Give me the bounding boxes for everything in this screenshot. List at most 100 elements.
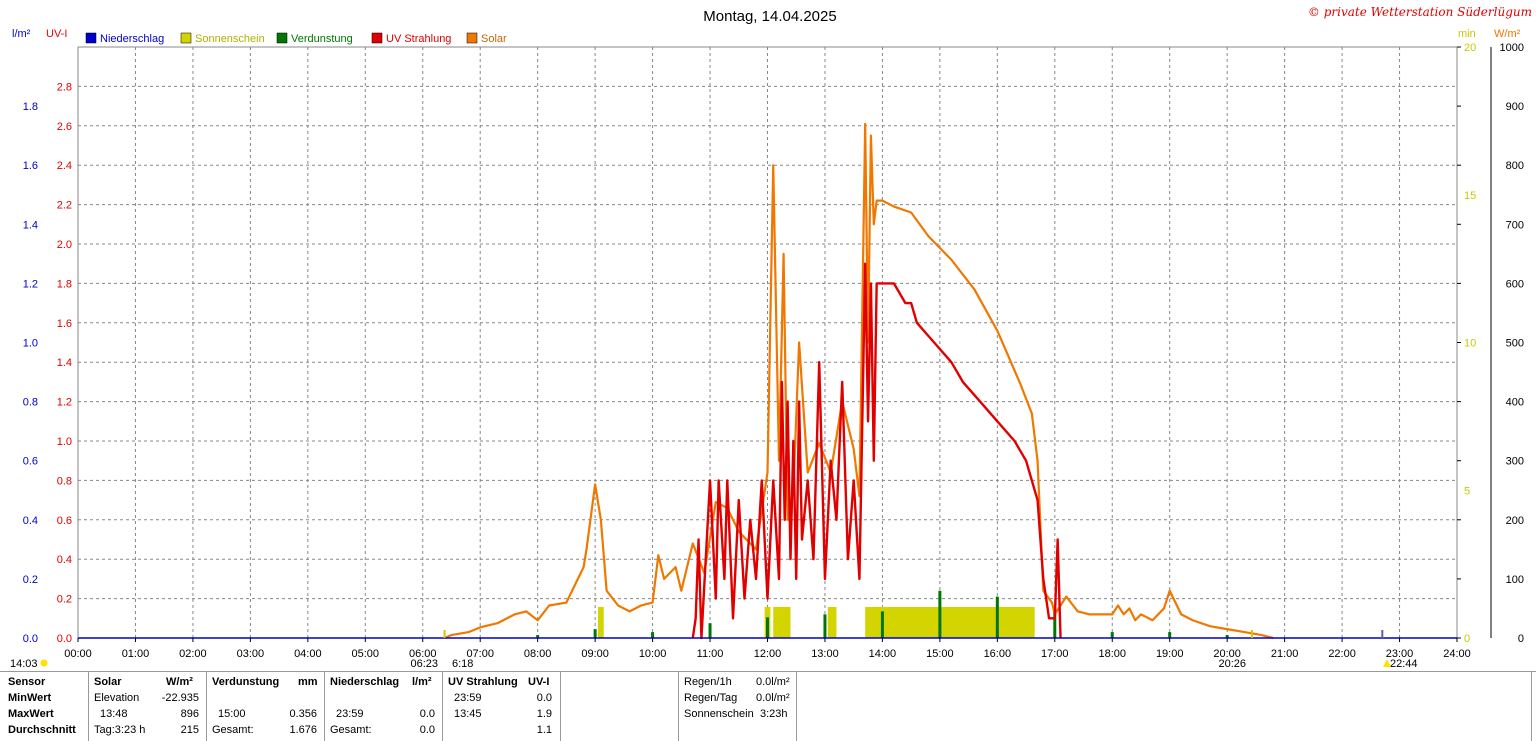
solar-tick-label: 1000	[1500, 42, 1524, 54]
solar-header: Solar	[94, 676, 122, 688]
x-tick-label: 15:00	[926, 648, 954, 660]
legend-swatch	[276, 32, 288, 44]
rain-tick-label: 0.6	[23, 456, 38, 468]
sun-tick-label: 15	[1464, 190, 1476, 202]
evaporation-bar	[1110, 632, 1114, 638]
uv-tick-label: 0.8	[57, 475, 72, 487]
chart-axes: 00:00 01:00 02:00 03:00 04:00 05:00 06:00 07:00…	[23, 42, 1524, 660]
x-tick-label: 08:00	[524, 648, 552, 660]
sunshine-bar	[865, 606, 1035, 638]
rain-tick-label: 1.2	[23, 278, 38, 290]
rain-unit: l/m²	[412, 676, 432, 688]
uv-tick-label: 2.6	[57, 121, 72, 133]
rain-tick-label: 0.2	[23, 574, 38, 586]
x-tick-label: 12:00	[754, 648, 782, 660]
sunshine-bar	[773, 606, 791, 638]
uv-unit: UV-I	[528, 676, 550, 688]
stats-divider	[0, 671, 1536, 672]
solar-tick-label: 900	[1506, 101, 1524, 113]
uv-tick-label: 0.0	[57, 633, 72, 645]
rain-max-time: 23:59	[336, 708, 364, 720]
uv-tick-label: 1.6	[57, 318, 72, 330]
uv-avg-value: 1.1	[536, 724, 552, 736]
sunrise-time: 06:23	[410, 658, 438, 670]
sunshine-bar	[597, 606, 604, 638]
x-tick-label: 20:00	[1213, 648, 1241, 660]
legend-label: UV Strahlung	[386, 33, 451, 45]
x-tick-label: 19:00	[1156, 648, 1184, 660]
uv-tick-label: 1.4	[57, 357, 72, 369]
uv-header: UV Strahlung	[448, 676, 518, 688]
sun-tick-label: 20	[1464, 42, 1476, 54]
stats-sep	[88, 672, 89, 741]
stats-row-sensor: Sensor	[8, 676, 46, 688]
x-tick-label: 11:00	[697, 648, 724, 660]
sun-tick-label: 0	[1464, 633, 1470, 645]
x-tick-label: 05:00	[352, 648, 380, 660]
legend-swatch	[466, 32, 478, 44]
solar-tick-label: 800	[1506, 160, 1524, 172]
evaporation-bar	[1225, 635, 1229, 638]
stats-row-avg: Durchschnitt	[8, 724, 76, 736]
x-tick-label: 17:00	[1041, 648, 1069, 660]
rain-header: Niederschlag	[330, 676, 400, 688]
uv-tick-label: 1.0	[57, 436, 72, 448]
sunset-time: 20:26	[1218, 658, 1246, 670]
x-tick-label: 01:00	[122, 648, 150, 660]
stats-sep	[1531, 672, 1532, 741]
regentag-label: Regen/Tag	[684, 692, 738, 704]
uv-tick-label: 0.6	[57, 515, 72, 527]
stats-sep	[206, 672, 207, 741]
solar-avg-value: 215	[180, 724, 199, 736]
uv-unit-label: UV-I	[46, 28, 67, 40]
rain-tick-label: 0.8	[23, 397, 38, 409]
rain-max-value: 0.0	[419, 708, 435, 720]
solar-tick-label: 500	[1506, 338, 1524, 350]
x-tick-label: 03:00	[237, 648, 265, 660]
x-tick-label: 09:00	[581, 648, 609, 660]
stats-sep	[796, 672, 797, 741]
x-tick-label: 04:00	[294, 648, 322, 660]
uv-tick-label: 2.8	[57, 81, 72, 93]
evap-header: Verdunstung	[212, 676, 280, 688]
solar-tick-label: 600	[1506, 278, 1524, 290]
stats-row-max: MaxWert	[8, 708, 54, 720]
sun-tick-label: 10	[1464, 338, 1476, 350]
evaporation-bar	[651, 632, 655, 638]
evap-max-value: 0.356	[289, 708, 317, 720]
uv-tick-label: 2.4	[57, 160, 72, 172]
chart-legend: Niederschlag Sonnenschein Verdunstung UV St…	[85, 32, 507, 45]
legend-swatch	[371, 32, 383, 44]
sun-marker-icon	[40, 659, 48, 667]
x-tick-label: 14:00	[869, 648, 897, 660]
twilight-time: 6:18	[452, 658, 473, 670]
regen1h-value: 0.0l/m²	[756, 676, 790, 688]
solar-tick-label: 200	[1506, 515, 1524, 527]
time-markers: 14:03 06:23 6:18 20:26 22:44	[10, 630, 1418, 670]
evaporation-bar	[708, 623, 712, 638]
uv-min-time: 23:59	[454, 692, 482, 704]
evaporation-bar	[938, 590, 942, 638]
copyright-text: © private Wetterstation Süderlügum	[1308, 5, 1532, 19]
uv-tick-label: 0.2	[57, 594, 72, 606]
solar-avg-label: Tag:3:23 h	[94, 724, 146, 736]
solar-max-time: 13:48	[100, 708, 128, 720]
evap-unit: mm	[298, 676, 318, 688]
chart-title: Montag, 14.04.2025	[703, 8, 836, 25]
evaporation-bar	[536, 635, 540, 638]
uv-tick-label: 1.2	[57, 397, 72, 409]
solar-max-value: 896	[180, 708, 199, 720]
rain-tick-label: 0.0	[23, 633, 38, 645]
evap-max-time: 15:00	[218, 708, 246, 720]
stats-row-min: MinWert	[8, 692, 52, 704]
uv-min-value: 0.0	[536, 692, 552, 704]
uv-tick-label: 2.2	[57, 200, 72, 212]
solar-unit: W/m²	[166, 676, 193, 688]
evaporation-bar	[823, 614, 827, 638]
uv-tick-label: 0.4	[57, 554, 72, 566]
legend-label: Solar	[481, 33, 507, 45]
x-tick-label: 00:00	[64, 648, 92, 660]
x-tick-label: 21:00	[1271, 648, 1299, 660]
legend-label: Niederschlag	[100, 33, 164, 45]
uv-tick-label: 1.8	[57, 278, 72, 290]
